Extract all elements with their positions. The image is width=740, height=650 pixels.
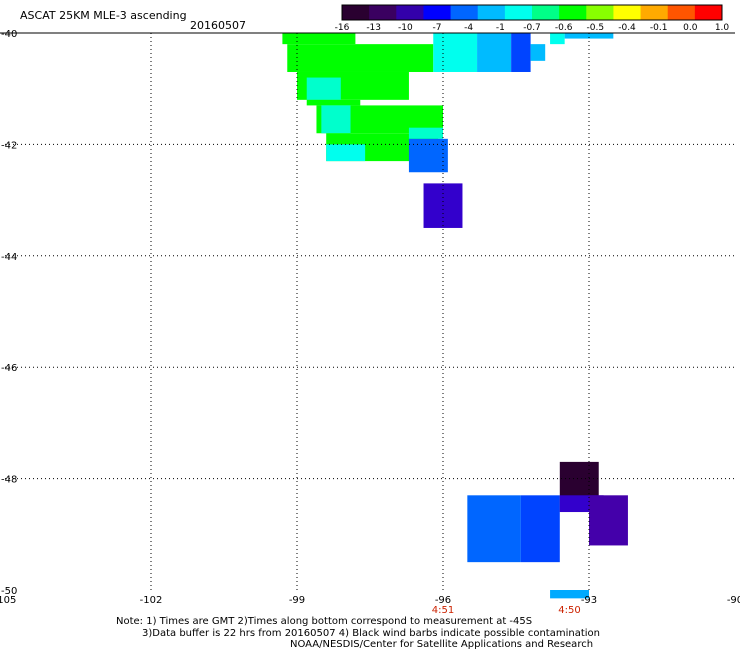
- data-cell: [530, 44, 546, 61]
- time-labels: 4:51 4:50: [432, 605, 581, 616]
- colorbar-segment: [423, 5, 452, 20]
- time-label: 4:51: [432, 605, 454, 616]
- colorbar-segment: [477, 5, 506, 20]
- data-cell: [511, 33, 531, 72]
- colorbar-label: -13: [366, 23, 381, 33]
- colorbar-segment: [450, 5, 479, 20]
- data-cell: [477, 33, 512, 72]
- colorbar-label: -16: [335, 23, 350, 33]
- y-tick-label: -50: [1, 586, 17, 597]
- y-tick-label: -48: [1, 475, 17, 486]
- colorbar-label: -0.1: [650, 23, 668, 33]
- data-cell: [306, 77, 341, 100]
- colorbar-segment: [342, 5, 370, 20]
- colorbar-label: -0.6: [555, 23, 573, 33]
- x-tick-label: -90: [727, 595, 740, 606]
- note-line-2: 3)Data buffer is 22 hrs from 20160507 4)…: [142, 628, 600, 639]
- colorbar-label: 1.0: [715, 23, 730, 33]
- colorbar-segment: [396, 5, 424, 20]
- data-cell: [326, 144, 366, 162]
- colorbar-label: -0.5: [587, 23, 605, 33]
- data-cell: [520, 495, 560, 563]
- plot-title: ASCAT 25KM MLE-3 ascending: [20, 9, 187, 22]
- x-tick-label: -102: [140, 595, 163, 606]
- colorbar-segment: [586, 5, 614, 20]
- colorbar-segment: [559, 5, 587, 20]
- data-cell: [408, 138, 448, 173]
- data-cells: [282, 33, 628, 599]
- plot-date: 20160507: [190, 19, 246, 32]
- y-tick-label: -40: [1, 29, 17, 40]
- colorbar-segment: [640, 5, 669, 20]
- colorbar-label: -0.4: [618, 23, 636, 33]
- colorbar-frame: [341, 4, 723, 21]
- time-label: 4:50: [558, 605, 580, 616]
- data-cell: [564, 33, 614, 39]
- colorbar-segment: [369, 5, 397, 20]
- data-cell: [287, 44, 434, 72]
- colorbar-label: -0.7: [523, 23, 541, 33]
- colorbar-segment: [613, 5, 642, 20]
- data-cell: [550, 33, 565, 45]
- colorbar-segment: [532, 5, 560, 20]
- data-cell: [467, 495, 521, 563]
- colorbar-segment: [667, 5, 696, 20]
- x-tick-label: -96: [435, 595, 451, 606]
- note-line-3: NOAA/NESDIS/Center for Satellite Applica…: [290, 639, 594, 650]
- data-cell: [408, 127, 443, 139]
- axis-ticks: -105 -102 -99 -96 -93 -90 -40 -42 -44 -46 -48 -50: [0, 29, 740, 606]
- y-tick-label: -44: [1, 252, 17, 263]
- data-cell: [306, 99, 361, 106]
- data-cell: [433, 33, 478, 72]
- colorbar-segment: [504, 5, 533, 20]
- note-line-1: Note: 1) Times are GMT 2)Times along bot…: [116, 616, 533, 627]
- y-tick-label: -46: [1, 363, 17, 374]
- data-cell: [589, 495, 628, 546]
- data-cell: [321, 105, 351, 134]
- colorbar-segment: [694, 5, 723, 20]
- colorbar-label: -10: [398, 23, 413, 33]
- colorbar-label: -4: [464, 23, 473, 33]
- data-cell: [550, 590, 589, 599]
- x-tick-label: -99: [289, 595, 305, 606]
- colorbar-label: -1: [496, 23, 505, 33]
- grid-lines: [0, 32, 735, 590]
- colorbar: -16 -13 -10 -7 -4 -1 -0.7 -0.6 -0.5 -0.4 -0.1 0.0 1.…: [335, 4, 730, 33]
- data-cell: [282, 33, 356, 45]
- x-tick-label: -93: [581, 595, 597, 606]
- colorbar-label: -7: [433, 23, 442, 33]
- y-tick-label: -42: [1, 140, 17, 151]
- colorbar-label: 0.0: [683, 23, 698, 33]
- x-tick-label: -105: [0, 595, 16, 606]
